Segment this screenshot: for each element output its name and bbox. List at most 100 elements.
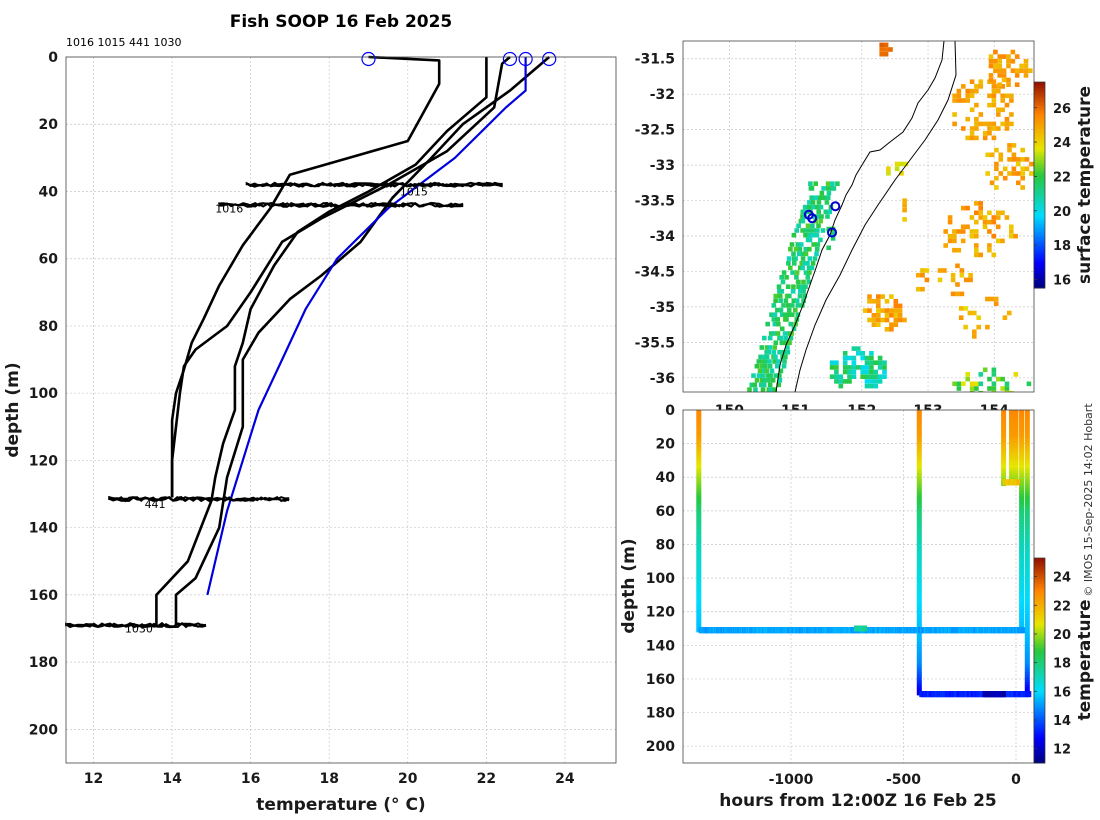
sst-pixel bbox=[969, 381, 975, 387]
sst-pixel bbox=[876, 317, 881, 323]
sst-pixel bbox=[993, 59, 998, 64]
sst-pixel bbox=[991, 93, 997, 99]
section-profile-column bbox=[916, 498, 922, 502]
section-profile-column bbox=[696, 573, 702, 577]
sst-pixel bbox=[972, 329, 977, 335]
section-profile-column bbox=[1024, 568, 1030, 572]
sst-pixel bbox=[1009, 93, 1014, 99]
section-profile-column bbox=[1019, 505, 1025, 509]
section-bottom-track bbox=[1027, 691, 1032, 698]
sst-pixel bbox=[847, 374, 852, 379]
section-profile-column bbox=[916, 571, 922, 575]
map-colorbar-swatch bbox=[1034, 123, 1045, 127]
section-profile-column bbox=[696, 596, 702, 600]
sst-pixel bbox=[958, 315, 964, 320]
sst-pixel bbox=[974, 243, 979, 248]
sst-pixel bbox=[765, 373, 770, 378]
sst-pixel bbox=[978, 390, 984, 392]
section-profile-column bbox=[696, 500, 702, 504]
section-profile-column bbox=[916, 490, 922, 494]
section-profile-column bbox=[696, 495, 702, 499]
section-profile-column bbox=[696, 427, 702, 431]
section-y-tick-label: 0 bbox=[665, 403, 675, 419]
section-profile-column bbox=[696, 457, 702, 461]
section-profile-column bbox=[916, 679, 922, 683]
section-profile-column bbox=[916, 518, 922, 522]
section-profile-column bbox=[916, 546, 922, 550]
section-profile-column bbox=[916, 508, 922, 512]
section-x-tick-label: -1000 bbox=[769, 772, 814, 788]
sst-pixel bbox=[1029, 171, 1034, 176]
lon-tick-label: 152 bbox=[847, 403, 876, 419]
section-colorbar-swatch bbox=[1034, 745, 1045, 749]
sst-pixel bbox=[851, 346, 857, 351]
sst-pixel bbox=[961, 98, 966, 103]
section-profile-column bbox=[696, 432, 702, 436]
section-profile-column bbox=[916, 631, 922, 635]
sst-pixel bbox=[851, 369, 857, 375]
surface-marker bbox=[361, 51, 376, 67]
sst-pixel bbox=[807, 246, 812, 252]
section-profile-column bbox=[916, 649, 922, 653]
sst-pixel bbox=[899, 161, 904, 167]
map-colorbar-swatch bbox=[1034, 215, 1045, 219]
sst-pixel bbox=[988, 77, 994, 83]
sst-pixel bbox=[1007, 310, 1012, 316]
section-profile-column bbox=[1013, 460, 1019, 464]
sst-pixel bbox=[1000, 210, 1005, 216]
sst-pixel bbox=[950, 272, 956, 278]
section-colorbar-swatch bbox=[1034, 734, 1045, 738]
sst-pixel bbox=[967, 310, 973, 316]
section-profile-column bbox=[696, 505, 702, 509]
sst-pixel bbox=[807, 232, 812, 238]
section-profile-column bbox=[916, 435, 922, 439]
map-colorbar-swatch bbox=[1034, 187, 1045, 191]
sst-pixel bbox=[803, 228, 808, 233]
sst-pixel bbox=[756, 373, 762, 378]
sst-pixel bbox=[972, 334, 977, 339]
sst-pixel bbox=[778, 307, 784, 313]
sst-pixel bbox=[987, 121, 992, 127]
section-colorbar-swatch bbox=[1034, 665, 1045, 669]
sst-pixel bbox=[1011, 157, 1017, 162]
section-profile-column bbox=[916, 596, 922, 600]
section-profile-column bbox=[916, 442, 922, 446]
section-profile-column bbox=[696, 594, 702, 598]
sst-pixel bbox=[807, 204, 812, 210]
section-profile-column bbox=[1019, 533, 1025, 537]
section-colorbar-swatch bbox=[1034, 596, 1045, 600]
sst-pixel bbox=[1028, 68, 1033, 73]
sst-pixel bbox=[886, 171, 891, 176]
sst-pixel bbox=[779, 312, 785, 317]
section-profile-column bbox=[1019, 563, 1025, 567]
sst-pixel bbox=[889, 294, 894, 299]
sst-pixel bbox=[982, 121, 988, 127]
lon-tick-label: 153 bbox=[913, 403, 942, 419]
sst-pixel bbox=[883, 51, 889, 57]
section-colorbar-frame bbox=[1033, 557, 1046, 764]
sst-pixel bbox=[772, 387, 777, 392]
section-profile-column bbox=[916, 657, 922, 661]
section-profile-column bbox=[1019, 614, 1025, 618]
sst-pixel bbox=[952, 233, 957, 239]
section-profile-column bbox=[1024, 493, 1030, 497]
section-colorbar-swatch bbox=[1034, 634, 1045, 638]
section-y-tick-label: 80 bbox=[656, 537, 676, 553]
section-profile-column bbox=[1024, 515, 1030, 519]
section-colorbar-swatch bbox=[1034, 560, 1045, 564]
section-profile-column bbox=[1001, 437, 1007, 441]
sst-pixel bbox=[753, 387, 758, 392]
sst-pixel bbox=[823, 209, 829, 215]
section-profile-column bbox=[1019, 513, 1025, 517]
section-profile-column bbox=[916, 601, 922, 605]
sst-pixel bbox=[825, 186, 831, 191]
profile-annotations: 1015 1016 441 1030 bbox=[125, 51, 557, 636]
section-profile-column bbox=[1009, 412, 1014, 416]
sst-pixel bbox=[797, 246, 803, 252]
section-profile-column bbox=[1024, 611, 1030, 615]
sst-pixel bbox=[805, 275, 811, 280]
section-profile-column bbox=[1019, 553, 1025, 557]
sst-pixel bbox=[794, 270, 800, 275]
section-colorbar-swatch bbox=[1034, 760, 1045, 764]
sst-pixel bbox=[755, 392, 760, 397]
